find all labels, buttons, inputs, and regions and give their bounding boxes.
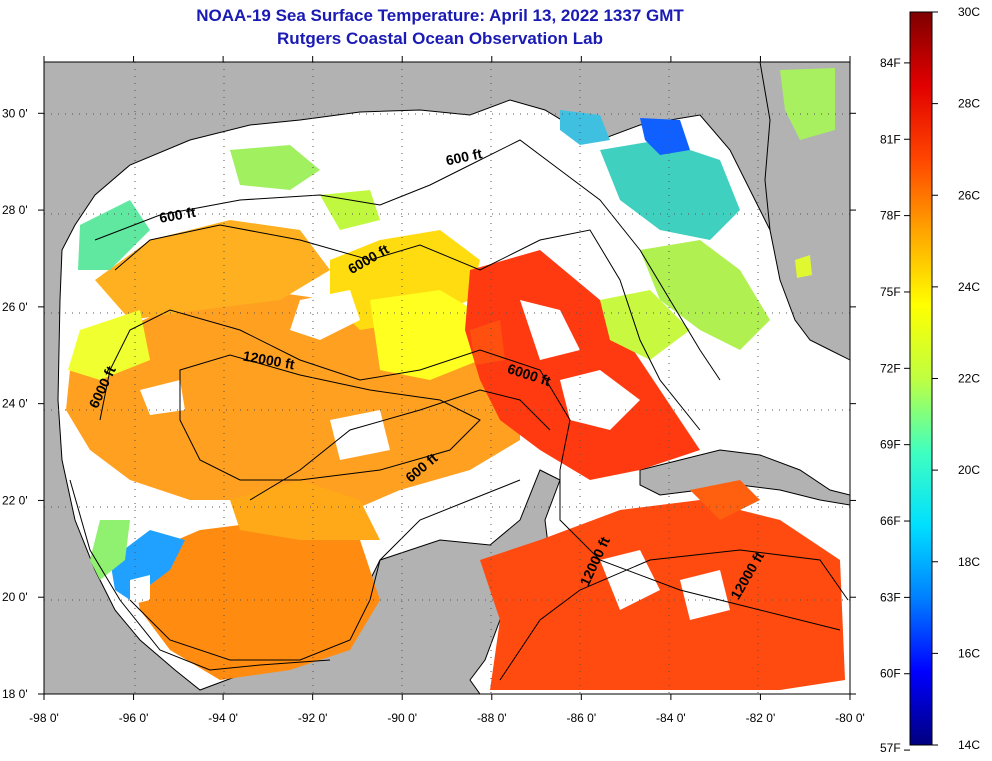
contour-label: 600 ft bbox=[158, 204, 197, 226]
lat-label: 30 0' bbox=[2, 106, 28, 120]
lon-label: -82 0' bbox=[746, 711, 776, 725]
temperature-colorbar: 30C 28C 26C 24C 22C 20C 18C 16C 14C 84F 81F 78F 75F 7… bbox=[880, 5, 980, 755]
fahrenheit-label: 63F bbox=[880, 590, 901, 604]
fahrenheit-label: 57F bbox=[880, 741, 901, 755]
lat-label: 28 0' bbox=[2, 203, 28, 217]
lon-label: -90 0' bbox=[387, 711, 417, 725]
colorbar-labels: 30C 28C 26C 24C 22C 20C 18C 16C 14C 84F 81F 78F 75F 7… bbox=[880, 5, 980, 755]
celsius-label: 26C bbox=[958, 188, 980, 202]
fahrenheit-label: 69F bbox=[880, 438, 901, 452]
celsius-label: 22C bbox=[958, 372, 980, 386]
fahrenheit-label: 78F bbox=[880, 209, 901, 223]
contour-label: 600 ft bbox=[444, 145, 483, 168]
fahrenheit-label: 72F bbox=[880, 361, 901, 375]
florida-land bbox=[759, 62, 850, 361]
lon-label: -94 0' bbox=[208, 711, 238, 725]
colorbar-gradient bbox=[909, 11, 933, 746]
celsius-label: 20C bbox=[958, 463, 980, 477]
map-title: NOAA-19 Sea Surface Temperature: April 1… bbox=[196, 6, 684, 25]
lon-label: -84 0' bbox=[656, 711, 686, 725]
lon-label: -92 0' bbox=[298, 711, 328, 725]
celsius-label: 18C bbox=[958, 555, 980, 569]
lat-label: 24 0' bbox=[2, 397, 28, 411]
lat-label: 18 0' bbox=[2, 687, 28, 701]
celsius-label: 28C bbox=[958, 97, 980, 111]
fahrenheit-label: 66F bbox=[880, 514, 901, 528]
fahrenheit-label: 84F bbox=[880, 56, 901, 70]
celsius-label: 16C bbox=[958, 646, 980, 660]
lon-label: -80 0' bbox=[835, 711, 865, 725]
lat-lon-grid bbox=[44, 62, 850, 694]
lon-label: -86 0' bbox=[567, 711, 597, 725]
fahrenheit-label: 81F bbox=[880, 132, 901, 146]
fahrenheit-label: 75F bbox=[880, 285, 901, 299]
axis-labels: -98 0' -96 0' -94 0' -92 0' -90 0' -88 0' -86 … bbox=[2, 106, 865, 725]
cuba-land bbox=[639, 449, 850, 506]
lat-label: 22 0' bbox=[2, 493, 28, 507]
axis-ticks bbox=[38, 56, 856, 700]
lon-label: -88 0' bbox=[477, 711, 507, 725]
lat-label: 20 0' bbox=[2, 590, 28, 604]
map-subtitle: Rutgers Coastal Ocean Observation Lab bbox=[277, 29, 603, 48]
celsius-label: 24C bbox=[958, 280, 980, 294]
celsius-label: 14C bbox=[958, 738, 980, 752]
bathymetry-contours bbox=[69, 139, 849, 681]
celsius-label: 30C bbox=[958, 5, 980, 19]
map-frame bbox=[43, 61, 851, 695]
lat-label: 26 0' bbox=[2, 300, 28, 314]
sst-patches bbox=[66, 68, 845, 690]
lon-label: -98 0' bbox=[29, 711, 59, 725]
lon-label: -96 0' bbox=[119, 711, 149, 725]
fahrenheit-label: 60F bbox=[880, 667, 901, 681]
